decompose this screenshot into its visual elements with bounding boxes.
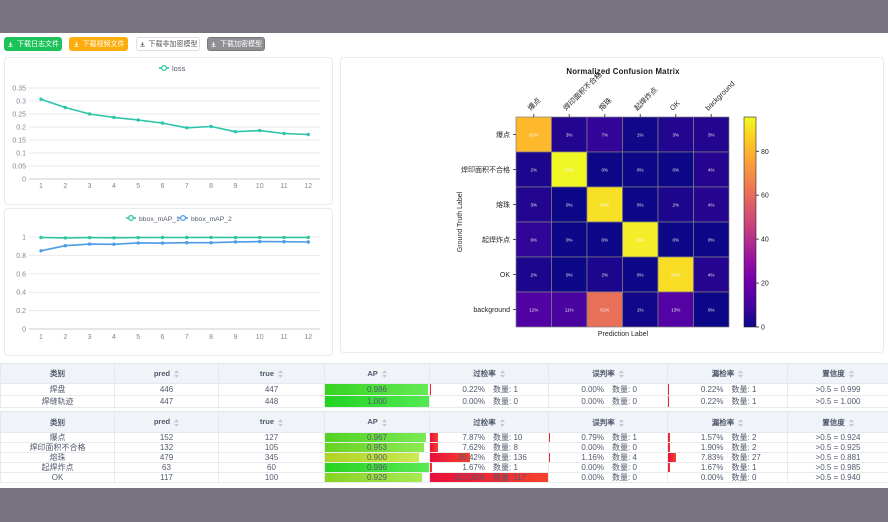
svg-text:0%: 0% bbox=[672, 237, 679, 242]
svg-text:0.4: 0.4 bbox=[16, 290, 26, 297]
svg-text:61%: 61% bbox=[600, 307, 609, 312]
svg-text:6: 6 bbox=[161, 334, 165, 341]
svg-text:bbox_mAP_2: bbox_mAP_2 bbox=[191, 216, 232, 223]
svg-text:4: 4 bbox=[112, 183, 116, 190]
svg-text:0%: 0% bbox=[601, 237, 608, 242]
svg-text:0: 0 bbox=[761, 325, 765, 332]
svg-text:4%: 4% bbox=[708, 202, 715, 207]
svg-text:0.2: 0.2 bbox=[16, 125, 26, 132]
svg-text:3: 3 bbox=[88, 334, 92, 341]
svg-text:3%: 3% bbox=[708, 132, 715, 137]
svg-text:background: background bbox=[703, 79, 736, 112]
svg-text:5: 5 bbox=[136, 183, 140, 190]
svg-text:起焊炸点: 起焊炸点 bbox=[482, 235, 510, 244]
svg-text:焊印面积不合格: 焊印面积不合格 bbox=[461, 165, 510, 174]
svg-text:80: 80 bbox=[761, 149, 769, 156]
svg-text:1%: 1% bbox=[637, 132, 644, 137]
svg-text:90%: 90% bbox=[600, 202, 609, 207]
svg-text:3%: 3% bbox=[566, 132, 573, 137]
svg-text:熔珠: 熔珠 bbox=[496, 200, 510, 209]
svg-text:12: 12 bbox=[304, 334, 312, 341]
svg-text:爆点: 爆点 bbox=[496, 130, 510, 139]
svg-text:bbox_mAP_1: bbox_mAP_1 bbox=[139, 216, 180, 223]
svg-text:0.2: 0.2 bbox=[16, 308, 26, 315]
svg-text:4%: 4% bbox=[708, 272, 715, 277]
svg-text:3: 3 bbox=[88, 183, 92, 190]
svg-text:0%: 0% bbox=[637, 272, 644, 277]
svg-text:background: background bbox=[473, 307, 510, 314]
svg-text:40: 40 bbox=[761, 237, 769, 244]
svg-text:0.05: 0.05 bbox=[12, 164, 26, 171]
svg-text:10: 10 bbox=[256, 183, 264, 190]
svg-text:0%: 0% bbox=[566, 272, 573, 277]
svg-text:Normalized Confusion Matrix: Normalized Confusion Matrix bbox=[566, 67, 680, 76]
svg-text:11: 11 bbox=[280, 334, 287, 341]
svg-text:12: 12 bbox=[304, 183, 312, 190]
svg-text:4: 4 bbox=[112, 334, 116, 341]
svg-text:2%: 2% bbox=[672, 202, 679, 207]
svg-text:60: 60 bbox=[761, 193, 769, 200]
svg-text:95%: 95% bbox=[565, 167, 574, 172]
svg-text:2%: 2% bbox=[530, 167, 537, 172]
svg-text:起焊炸点: 起焊炸点 bbox=[632, 85, 659, 112]
svg-text:2: 2 bbox=[63, 334, 67, 341]
svg-text:1%: 1% bbox=[637, 307, 644, 312]
svg-text:0%: 0% bbox=[566, 202, 573, 207]
svg-text:2%: 2% bbox=[601, 272, 608, 277]
svg-text:4%: 4% bbox=[708, 167, 715, 172]
svg-text:1: 1 bbox=[22, 235, 26, 242]
svg-text:3%: 3% bbox=[672, 132, 679, 137]
svg-text:0%: 0% bbox=[708, 307, 715, 312]
svg-text:20: 20 bbox=[761, 281, 769, 288]
svg-text:爆点: 爆点 bbox=[526, 96, 543, 113]
svg-text:Prediction Label: Prediction Label bbox=[598, 331, 649, 338]
svg-text:9: 9 bbox=[233, 334, 237, 341]
svg-text:12%: 12% bbox=[529, 307, 538, 312]
svg-text:0.35: 0.35 bbox=[12, 86, 26, 93]
svg-text:7: 7 bbox=[185, 334, 189, 341]
svg-text:11%: 11% bbox=[565, 307, 574, 312]
svg-text:0.15: 0.15 bbox=[12, 138, 26, 145]
svg-text:6%: 6% bbox=[530, 237, 537, 242]
svg-text:9: 9 bbox=[233, 183, 237, 190]
svg-text:1: 1 bbox=[39, 183, 43, 190]
svg-text:13%: 13% bbox=[671, 307, 680, 312]
svg-text:0%: 0% bbox=[637, 167, 644, 172]
svg-text:5: 5 bbox=[136, 334, 140, 341]
svg-text:8: 8 bbox=[209, 183, 213, 190]
svg-text:2%: 2% bbox=[530, 272, 537, 277]
svg-text:93%: 93% bbox=[636, 237, 645, 242]
svg-text:6: 6 bbox=[161, 183, 165, 190]
svg-text:0.6: 0.6 bbox=[16, 271, 26, 278]
svg-text:熔珠: 熔珠 bbox=[597, 95, 614, 112]
svg-text:0.25: 0.25 bbox=[12, 112, 26, 119]
svg-text:89%: 89% bbox=[671, 272, 680, 277]
svg-text:0: 0 bbox=[22, 177, 26, 184]
svg-text:0: 0 bbox=[22, 327, 26, 334]
svg-text:0%: 0% bbox=[708, 237, 715, 242]
svg-text:7: 7 bbox=[185, 183, 189, 190]
svg-text:10: 10 bbox=[256, 334, 264, 341]
svg-text:0%: 0% bbox=[601, 167, 608, 172]
svg-text:0.3: 0.3 bbox=[16, 99, 26, 106]
svg-text:0.8: 0.8 bbox=[16, 253, 26, 260]
svg-text:11: 11 bbox=[280, 183, 287, 190]
svg-text:3%: 3% bbox=[530, 202, 537, 207]
svg-text:loss: loss bbox=[172, 64, 186, 73]
svg-text:0%: 0% bbox=[566, 237, 573, 242]
svg-text:0%: 0% bbox=[672, 167, 679, 172]
svg-text:0%: 0% bbox=[637, 202, 644, 207]
svg-text:OK: OK bbox=[668, 99, 682, 113]
svg-text:Ground Truth Label: Ground Truth Label bbox=[457, 191, 464, 252]
svg-text:8: 8 bbox=[209, 334, 213, 341]
svg-text:OK: OK bbox=[500, 272, 510, 279]
svg-text:1: 1 bbox=[39, 334, 43, 341]
svg-text:0.1: 0.1 bbox=[16, 151, 26, 158]
svg-text:2: 2 bbox=[63, 183, 67, 190]
svg-text:7%: 7% bbox=[601, 132, 608, 137]
svg-text:81%: 81% bbox=[529, 132, 538, 137]
